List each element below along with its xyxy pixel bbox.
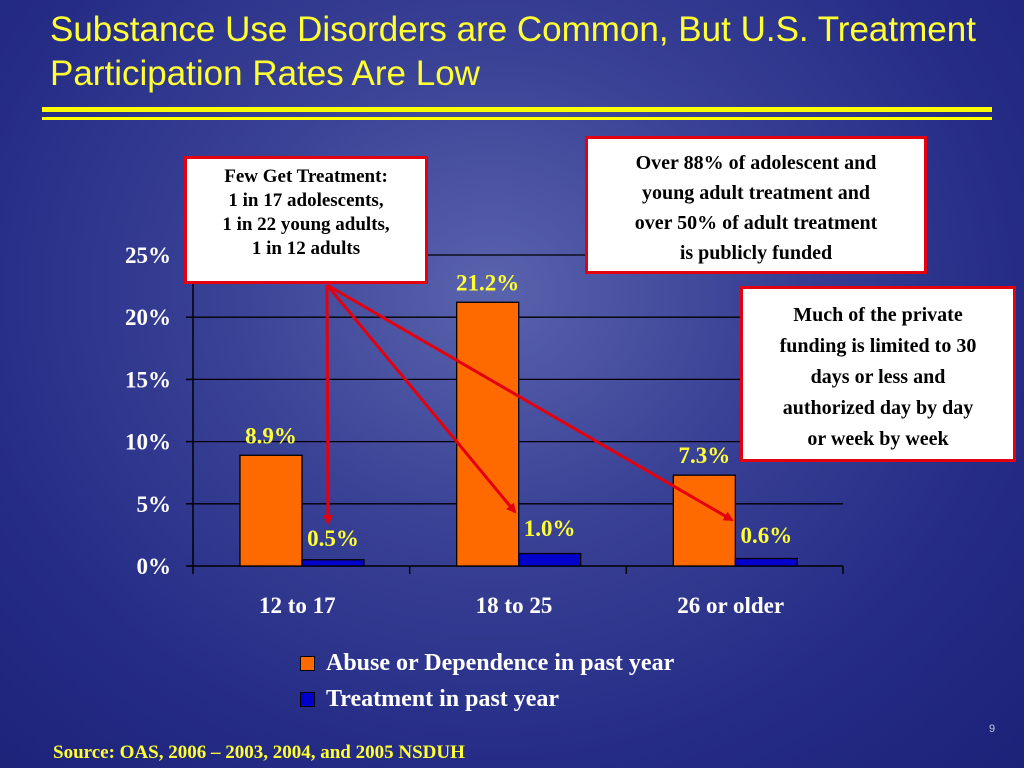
callout-line: young adult treatment and xyxy=(642,182,870,204)
callout-line: or week by week xyxy=(807,428,949,450)
bar-treatment xyxy=(734,557,798,567)
legend-item-abuse: Abuse or Dependence in past year xyxy=(300,648,674,678)
callout-line: authorized day by day xyxy=(782,397,974,419)
callout-line: 1 in 12 adults xyxy=(251,238,361,259)
callout-line: days or less and xyxy=(810,366,946,388)
y-tick-label: 20% xyxy=(125,305,171,330)
callout-line: over 50% of adult treatment xyxy=(634,212,878,234)
bar-treatment xyxy=(301,559,365,567)
callout-publicly-funded: Over 88% of adolescent and young adult t… xyxy=(585,136,927,274)
page-number: 9 xyxy=(989,723,996,735)
legend-label-abuse: Abuse or Dependence in past year xyxy=(326,649,675,676)
y-tick-label: 15% xyxy=(125,367,171,392)
title-underline-thick xyxy=(42,107,992,112)
bar-abuse xyxy=(456,301,520,567)
callout-line: is publicly funded xyxy=(679,242,833,264)
legend-swatch-abuse xyxy=(300,655,315,671)
callout-line: 1 in 17 adolescents, xyxy=(228,190,384,211)
data-label-treatment: 0.6% xyxy=(740,523,792,548)
bar-abuse xyxy=(239,454,303,567)
data-label-abuse: 7.3% xyxy=(678,443,730,468)
callout-line: Much of the private xyxy=(793,304,963,326)
x-tick-label: 26 or older xyxy=(677,593,784,618)
callout-arrow xyxy=(322,284,333,525)
callout-line: funding is limited to 30 xyxy=(779,335,977,357)
legend-swatch-treatment xyxy=(300,691,315,707)
data-label-treatment: 1.0% xyxy=(524,516,576,541)
title-underline-thin xyxy=(42,117,992,120)
callout-line: Few Get Treatment: xyxy=(224,166,388,187)
legend-label-treatment: Treatment in past year xyxy=(326,685,560,712)
callout-line: 1 in 22 young adults, xyxy=(222,214,390,235)
bar-abuse xyxy=(672,474,736,567)
y-tick-label: 0% xyxy=(137,554,172,579)
y-tick-label: 25% xyxy=(125,243,171,268)
callout-few-get-treatment: Few Get Treatment: 1 in 17 adolescents, … xyxy=(184,156,428,284)
slide-title: Substance Use Disorders are Common, But … xyxy=(50,10,976,93)
data-label-abuse: 8.9% xyxy=(245,423,297,448)
callout-arrow xyxy=(326,283,734,522)
callout-arrow xyxy=(325,284,517,514)
source-note: Source: OAS, 2006 – 2003, 2004, and 2005… xyxy=(53,742,465,763)
callout-private-funding: Much of the private funding is limited t… xyxy=(740,286,1016,462)
callout-line: Over 88% of adolescent and xyxy=(635,152,877,174)
x-tick-label: 18 to 25 xyxy=(476,593,553,618)
legend-item-treatment: Treatment in past year xyxy=(300,684,559,714)
y-tick-label: 10% xyxy=(125,430,171,455)
bar-treatment xyxy=(518,552,582,567)
data-label-treatment: 0.5% xyxy=(307,526,359,551)
x-tick-label: 12 to 17 xyxy=(259,593,336,618)
y-tick-label: 5% xyxy=(137,492,172,517)
data-label-abuse: 21.2% xyxy=(456,270,519,295)
